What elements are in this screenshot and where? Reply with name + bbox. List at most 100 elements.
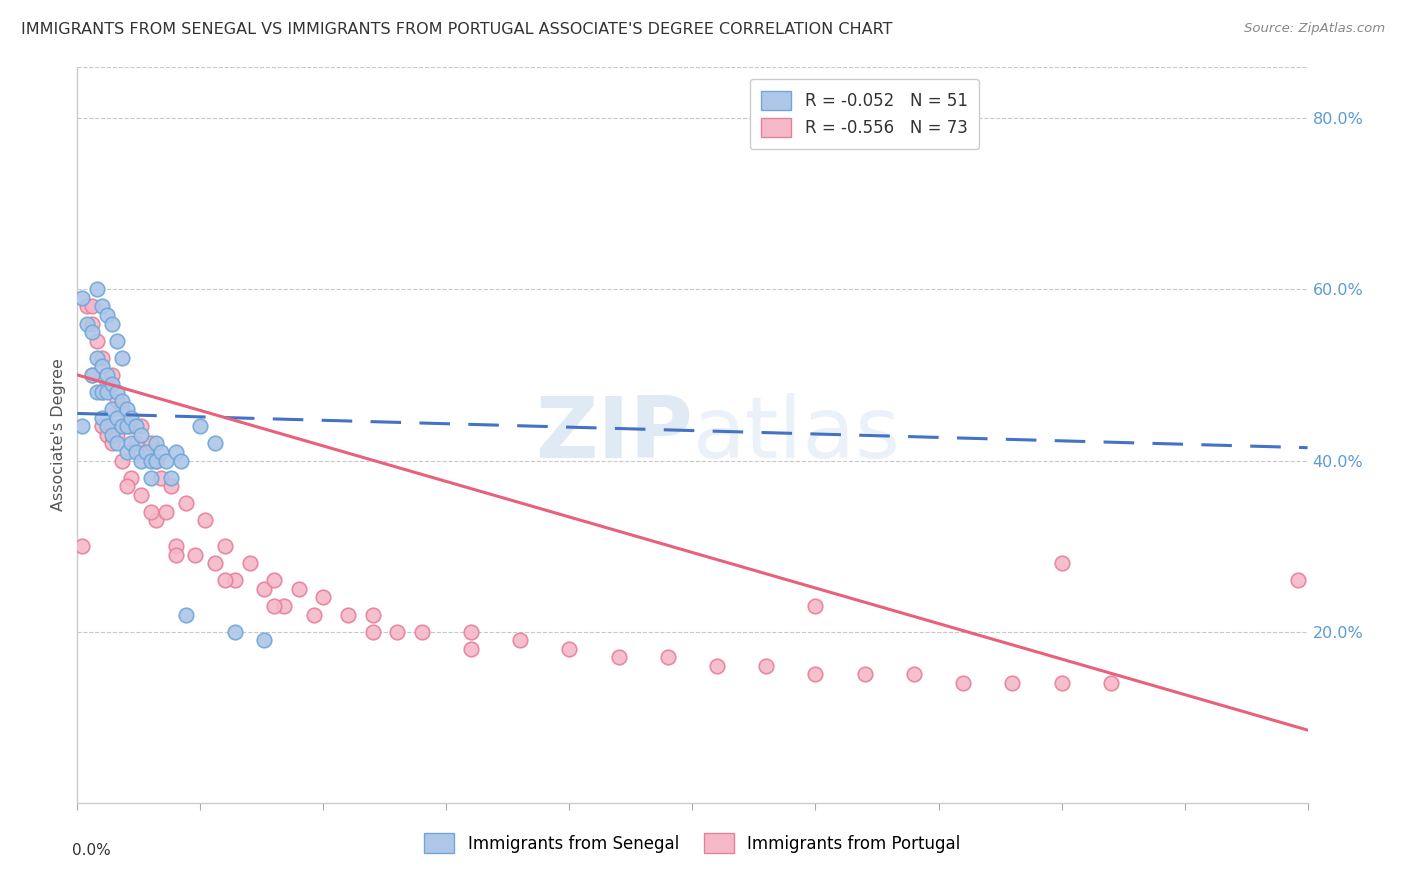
Point [90,419,114,434]
Point [141,453,163,467]
Point [101,427,124,442]
Point [141,470,163,484]
Point [145,453,167,467]
Point [86,385,108,400]
Point [96,427,118,442]
Point [141,505,163,519]
Point [86,351,108,365]
Point [150,445,173,459]
Text: atlas: atlas [693,393,900,476]
Point [121,436,143,450]
Point [174,496,197,510]
Point [105,427,128,442]
Point [115,445,138,459]
Point [804,667,827,681]
Point [253,633,276,648]
Point [105,393,128,408]
Point [135,445,157,459]
Point [115,402,138,417]
Point [86,282,108,296]
Point [361,624,384,639]
Point [1286,574,1309,588]
Point [121,470,143,484]
Point [101,368,124,382]
Point [1050,676,1073,690]
Point [125,436,148,450]
Point [90,385,114,400]
Point [804,599,827,613]
Point [509,633,531,648]
Point [385,624,409,639]
Point [952,676,974,690]
Point [188,419,212,434]
Point [111,351,132,365]
Point [82,368,104,382]
Point [111,453,132,467]
Point [115,419,138,434]
Point [115,419,138,434]
Point [263,599,285,613]
Text: IMMIGRANTS FROM SENEGAL VS IMMIGRANTS FROM PORTUGAL ASSOCIATE'S DEGREE CORRELATI: IMMIGRANTS FROM SENEGAL VS IMMIGRANTS FR… [21,22,893,37]
Point [145,436,167,450]
Point [288,582,311,596]
Point [174,607,197,622]
Point [82,300,104,314]
Point [101,376,124,391]
Point [125,445,148,459]
Point [184,548,207,562]
Point [411,624,433,639]
Legend: Immigrants from Senegal, Immigrants from Portugal: Immigrants from Senegal, Immigrants from… [413,822,972,864]
Point [141,436,163,450]
Point [96,419,118,434]
Point [302,607,325,622]
Point [1001,676,1024,690]
Point [76,317,98,331]
Point [111,402,132,417]
Point [460,641,482,656]
Point [224,574,246,588]
Point [121,419,143,434]
Point [90,300,114,314]
Point [155,453,177,467]
Point [70,539,93,553]
Point [101,419,124,434]
Point [115,479,138,493]
Point [70,419,93,434]
Point [129,488,153,502]
Point [90,385,114,400]
Point [82,325,104,339]
Text: Source: ZipAtlas.com: Source: ZipAtlas.com [1244,22,1385,36]
Point [82,368,104,382]
Point [96,376,118,391]
Text: ZIP: ZIP [534,393,693,476]
Point [90,359,114,374]
Point [558,641,581,656]
Point [105,385,128,400]
Point [853,667,876,681]
Point [273,599,295,613]
Point [194,513,217,527]
Point [204,556,226,570]
Point [239,556,262,570]
Point [204,436,226,450]
Point [253,582,276,596]
Y-axis label: Associate's Degree: Associate's Degree [51,359,66,511]
Point [160,479,183,493]
Point [101,317,124,331]
Point [145,513,167,527]
Point [155,505,177,519]
Point [96,368,118,382]
Point [224,624,246,639]
Point [657,650,679,665]
Point [90,410,114,425]
Point [706,659,728,673]
Point [460,624,482,639]
Point [361,607,384,622]
Point [101,436,124,450]
Point [76,300,98,314]
Point [150,470,173,484]
Point [165,445,187,459]
Point [96,308,118,322]
Point [90,351,114,365]
Point [337,607,360,622]
